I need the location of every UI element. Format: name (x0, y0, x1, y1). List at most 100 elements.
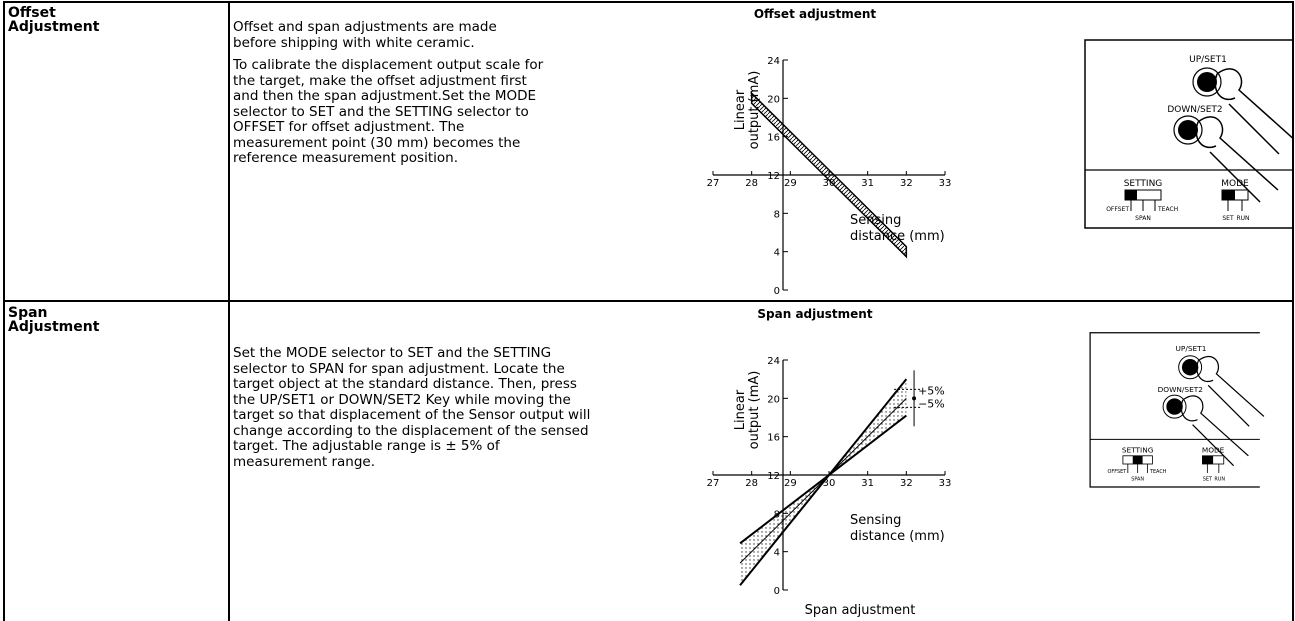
x-tick-label: 29 (784, 478, 797, 489)
y-tick-label: 12 (767, 471, 780, 482)
paragraph: Set the MODE selector to SET and the SET… (233, 345, 591, 470)
label-line: Adjustment (8, 19, 100, 35)
panel-box (1084, 39, 1292, 229)
panel-box (1089, 332, 1260, 488)
x-tick-label: 28 (745, 478, 758, 489)
switch-pos: RUN (1214, 476, 1225, 482)
graph: Span adjustment2728293031323304812162024… (707, 307, 952, 597)
text-line: Offset and span adjustments are made (233, 19, 497, 35)
row-divider (3, 300, 1294, 302)
y-label: Linear output (mA) (733, 71, 762, 150)
row-label: Span Adjustment (8, 306, 218, 334)
table-border (1292, 1, 1294, 621)
x-tick-label: 28 (745, 178, 758, 189)
text-line: selector to SPAN for span adjustment. Lo… (233, 360, 565, 377)
text-line: target object at the standard distance. … (233, 376, 577, 392)
x-tick-label: 33 (939, 478, 952, 489)
text-line: To calibrate the displacement output sca… (233, 57, 544, 73)
switch-pos: SET (1222, 215, 1234, 222)
column-divider (228, 1, 230, 621)
switch-pos: OFFSET (1108, 469, 1128, 475)
y-tick-label: 16 (767, 433, 780, 444)
x-label-line: distance (mm) (850, 529, 945, 544)
x-tick-label: 29 (784, 178, 797, 189)
button (1178, 120, 1198, 140)
switch-title: SETTING (1122, 446, 1154, 455)
switch-pos: TEACH (1149, 469, 1167, 475)
text-line: the UP/SET1 or DOWN/SET2 Key while movin… (233, 391, 571, 408)
text-line: before shipping with white ceramic. (233, 34, 475, 51)
switch-pos: RUN (1236, 215, 1249, 222)
y-tick-label: 20 (767, 94, 780, 105)
finger (1180, 395, 1249, 467)
y-tick-label: 8 (774, 209, 780, 220)
switch-pos: OFFSET (1106, 206, 1129, 213)
button-label: DOWN/SET2 (1158, 385, 1203, 394)
text-line: target so that displacement of the Senso… (233, 407, 591, 423)
paragraph: Offset and span adjustments are made befo… (233, 19, 497, 51)
x-tick-label: 32 (900, 478, 913, 489)
table-border (3, 1, 1294, 3)
range-dot (912, 396, 917, 401)
switch-pos: TEACH (1157, 206, 1178, 213)
button-label: DOWN/SET2 (1167, 105, 1222, 115)
switch-title: SETTING (1124, 179, 1163, 189)
table-border (3, 1, 5, 621)
button-label: UP/SET1 (1189, 55, 1227, 65)
y-label-line: Linear (733, 89, 748, 130)
button-label: UP/SET1 (1176, 344, 1207, 353)
x-tick-label: 32 (900, 178, 913, 189)
y-tick-label: 12 (767, 171, 780, 182)
x-tick-label: 31 (861, 178, 874, 189)
x-tick-label: 33 (939, 178, 952, 189)
y-tick-label: 16 (767, 133, 780, 144)
span-line (739, 378, 908, 586)
y-tick-label: 0 (774, 586, 780, 597)
x-label-line: distance (mm) (850, 229, 945, 244)
x-tick-label: 27 (707, 178, 720, 189)
text-line: and then the span adjustment.Set the MOD… (233, 88, 537, 104)
switch-knob (1222, 190, 1235, 200)
x-tick-label: 31 (861, 478, 874, 489)
minus-label: −5% (918, 397, 945, 410)
finger (1214, 68, 1292, 155)
caption: Span adjustment (804, 603, 916, 618)
text-line: reference measurement position. (233, 150, 458, 166)
span-line (739, 414, 907, 545)
text-line: OFFSET for offset adjustment. The (233, 119, 465, 135)
x-label-line: Sensing (850, 513, 901, 528)
label-line: Offset (8, 5, 56, 21)
y-label-line: output (mA) (747, 371, 762, 450)
button (1197, 72, 1217, 92)
text-line: change according to the displacement of … (233, 422, 589, 439)
text-line: Set the MODE selector to SET and the SET… (233, 345, 552, 361)
switch-knob (1202, 455, 1214, 464)
plus-label: +5% (918, 384, 945, 397)
y-tick-label: 24 (767, 56, 780, 67)
label-line: Adjustment (8, 319, 100, 335)
row-label: Offset Adjustment (8, 6, 218, 34)
y-label-line: output (mA) (747, 71, 762, 150)
finger (1195, 116, 1279, 203)
graph-title: Offset adjustment (754, 7, 877, 21)
switch-pos: SPAN (1135, 215, 1151, 222)
y-label-line: Linear (733, 389, 748, 430)
label-line: Span (8, 305, 48, 321)
y-tick-label: 0 (774, 286, 780, 297)
x-tick-label: 27 (707, 478, 720, 489)
button (1166, 398, 1183, 415)
graph-title: Span adjustment (757, 307, 872, 321)
text-line: measurement range. (233, 453, 376, 470)
y-tick-label: 20 (767, 394, 780, 405)
x-tick-label: 30 (823, 478, 836, 489)
y-tick-label: 4 (774, 248, 780, 259)
y-label: Linear output (mA) (733, 371, 762, 450)
y-tick-label: 4 (774, 548, 780, 559)
button (1181, 359, 1199, 376)
span-line (739, 397, 907, 564)
